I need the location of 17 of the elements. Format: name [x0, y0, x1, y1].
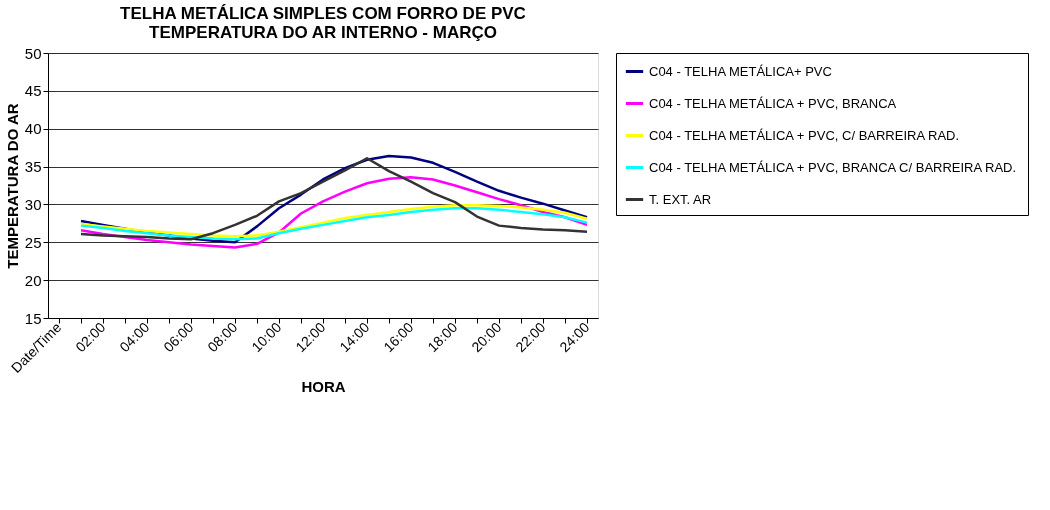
legend-label: T. EXT. AR [649, 191, 712, 207]
text: TEMPERATURA DO AR INTERNO - MARÇO [149, 23, 497, 42]
legend-label: C04 - TELHA METÁLICA + PVC, BRANCA C/ BARREIRA RAD. [649, 159, 1017, 175]
y-tick-label: 35 [24, 158, 42, 176]
legend-label: C04 - TELHA METÁLICA + PVC, C/ BARREIRA RAD. [649, 127, 960, 143]
legend-label: C04 - TELHA METÁLICA + PVC, BRANCA [649, 95, 897, 111]
text: TELHA METÁLICA SIMPLES COM FORRO DE PVC [120, 4, 526, 23]
y-tick-label: 15 [24, 309, 42, 327]
y-tick-label: 45 [24, 82, 42, 100]
y-tick-label: 25 [24, 233, 42, 251]
y-tick-label: 50 [24, 44, 42, 62]
x-axis-title: HORA [301, 377, 346, 395]
y-tick-label: 30 [24, 195, 42, 213]
legend-label: C04 - TELHA METÁLICA+ PVC [649, 63, 832, 79]
y-axis-title: TEMPERATURA DO AR [3, 103, 21, 269]
y-tick-label: 20 [24, 271, 42, 289]
y-tick-label: 40 [24, 120, 42, 138]
